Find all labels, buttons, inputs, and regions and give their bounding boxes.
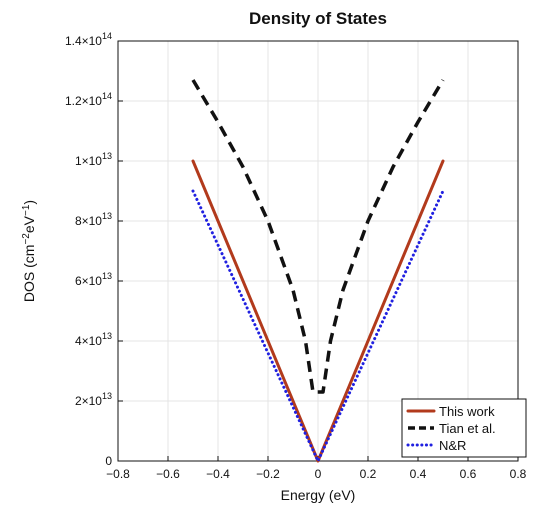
y-tick-mantissa: 2×10 [75,394,102,408]
y-tick-exponent: 13 [102,391,112,401]
y-tick-mantissa: 6×10 [75,274,102,288]
series-line-tian-et-al [191,79,445,394]
series-line-n-r [191,189,445,463]
x-tick-label: 0.4 [410,467,427,481]
y-tick-mantissa: 0 [105,454,112,468]
y-tick-exponent: 13 [102,211,112,221]
y-axis-ticks: 02×10134×10136×10138×10131×10131.2×10141… [65,31,123,468]
y-tick-exponent: 13 [102,331,112,341]
y-tick-mantissa: 1×10 [75,154,102,168]
y-axis-label-sup2: −1 [21,204,32,216]
x-tick-label: −0.6 [156,467,180,481]
y-tick-mantissa: 1.2×10 [65,94,102,108]
x-tick-label: 0 [315,467,322,481]
x-tick-label: −0.4 [206,467,230,481]
x-tick-label: 0.8 [510,467,527,481]
y-tick-mantissa: 1.4×10 [65,34,102,48]
x-tick-label: 0.6 [460,467,477,481]
y-tick-mantissa: 8×10 [75,214,102,228]
legend-entry: Tian et al. [439,421,496,436]
y-axis-label-sup1: −2 [21,233,32,245]
y-tick-label: 1×1013 [75,151,112,168]
y-axis-label-mid: eV [21,215,37,233]
y-tick-label: 6×1013 [75,271,112,288]
y-tick-exponent: 14 [102,91,112,101]
y-tick-label: 4×1013 [75,331,112,348]
x-tick-label: 0.2 [360,467,377,481]
y-axis-label-base: DOS (cm [21,245,37,303]
chart-title: Density of States [249,9,387,28]
y-axis-label-end: ) [21,200,37,205]
grid [117,40,519,462]
y-tick-label: 1.4×1014 [65,31,112,48]
y-tick-exponent: 13 [102,151,112,161]
y-tick-label: 0 [105,454,112,468]
legend-entry: This work [439,404,495,419]
y-tick-mantissa: 4×10 [75,334,102,348]
y-tick-label: 2×1013 [75,391,112,408]
legend-entry: N&R [439,438,466,453]
y-tick-exponent: 14 [102,31,112,41]
x-tick-label: −0.2 [256,467,280,481]
y-axis-label: DOS (cm−2eV−1) [21,200,38,302]
series-layer [191,79,445,463]
x-tick-label: −0.8 [106,467,130,481]
y-tick-label: 8×1013 [75,211,112,228]
y-tick-exponent: 13 [102,271,112,281]
x-axis-ticks: −0.8 −0.6 −0.4 −0.2 0 0.2 0.4 0.6 0.8 [106,456,527,481]
x-axis-label: Energy (eV) [281,487,356,503]
legend: This work Tian et al. N&R [401,398,527,458]
y-tick-label: 1.2×1014 [65,91,112,108]
